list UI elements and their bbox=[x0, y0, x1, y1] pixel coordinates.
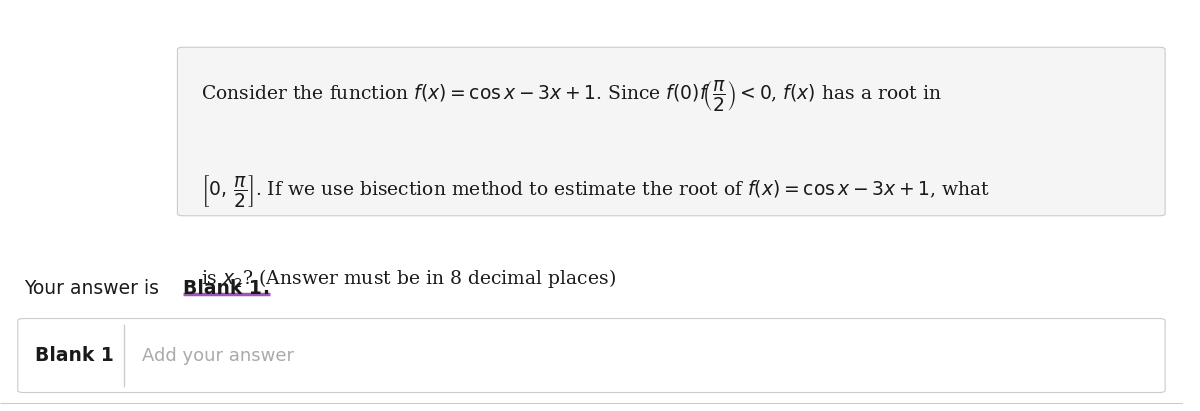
Text: is $x_2$? (Answer must be in 8 decimal places): is $x_2$? (Answer must be in 8 decimal p… bbox=[202, 267, 616, 290]
FancyBboxPatch shape bbox=[178, 47, 1165, 216]
Text: .: . bbox=[263, 279, 270, 298]
Text: Blank 1: Blank 1 bbox=[184, 279, 262, 298]
Text: Your answer is: Your answer is bbox=[24, 279, 164, 298]
FancyBboxPatch shape bbox=[18, 319, 1165, 393]
Text: Add your answer: Add your answer bbox=[142, 346, 294, 365]
Text: $\left[0,\, \dfrac{\pi}{2}\right]$. If we use bisection method to estimate the r: $\left[0,\, \dfrac{\pi}{2}\right]$. If w… bbox=[202, 173, 990, 209]
Text: Blank 1: Blank 1 bbox=[36, 346, 114, 365]
Text: Consider the function $f(x) = \cos x - 3x + 1$. Since $f(0)f\!\left(\dfrac{\pi}{: Consider the function $f(x) = \cos x - 3… bbox=[202, 78, 942, 113]
